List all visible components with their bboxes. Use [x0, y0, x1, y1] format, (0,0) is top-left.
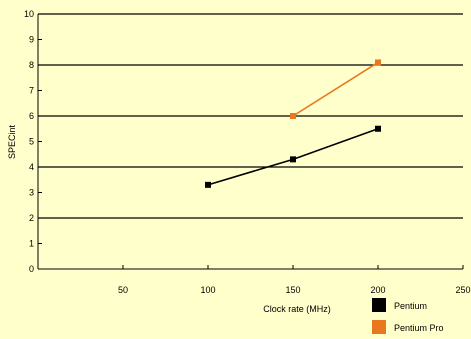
y-tick-label: 2 — [29, 213, 34, 223]
y-tick-label: 0 — [29, 264, 34, 274]
x-axis-label: Clock rate (MHz) — [263, 304, 331, 314]
series-line — [292, 61, 379, 117]
y-tick-label: 3 — [29, 188, 34, 198]
y-axis-label: SPECint — [7, 124, 17, 159]
x-tick-label: 100 — [200, 285, 215, 295]
x-tick-label: 150 — [285, 285, 300, 295]
data-point — [375, 125, 381, 132]
gridlines — [38, 13, 463, 219]
legend-label: Pentium — [394, 301, 427, 311]
y-tick-label: 4 — [29, 162, 34, 172]
y-tick-label: 9 — [29, 35, 34, 45]
y-tick-label: 10 — [24, 9, 34, 19]
tick-labels: 0 1 2 3 4 5 6 7 8 9 10 50 100 150 200 250 — [24, 9, 471, 295]
data-series — [205, 59, 381, 188]
x-tick-label: 50 — [118, 285, 128, 295]
axes — [37, 13, 464, 270]
legend-label: Pentium Pro — [394, 323, 444, 333]
legend: Pentium Pentium Pro — [372, 298, 444, 334]
data-point — [290, 156, 296, 163]
y-tick-label: 7 — [29, 86, 34, 96]
y-tick-label: 1 — [29, 239, 34, 249]
legend-swatch — [372, 298, 386, 312]
x-tick-label: 250 — [455, 285, 470, 295]
y-tick-label: 5 — [29, 137, 34, 147]
x-tick-label: 200 — [370, 285, 385, 295]
y-tick-label: 6 — [29, 111, 34, 121]
legend-swatch — [372, 320, 386, 334]
data-point — [290, 113, 296, 119]
data-point — [375, 59, 381, 66]
data-point — [205, 181, 211, 188]
y-tick-label: 8 — [29, 60, 34, 70]
